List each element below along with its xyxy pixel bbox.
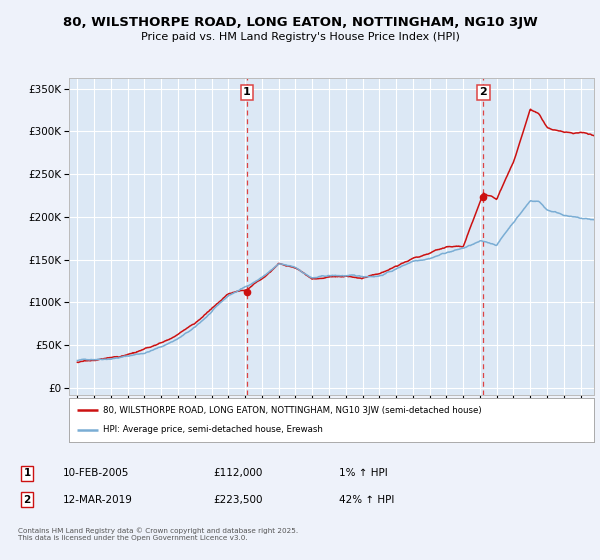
Text: 1: 1 [243,87,251,97]
Text: Price paid vs. HM Land Registry's House Price Index (HPI): Price paid vs. HM Land Registry's House … [140,32,460,43]
Text: 80, WILSTHORPE ROAD, LONG EATON, NOTTINGHAM, NG10 3JW: 80, WILSTHORPE ROAD, LONG EATON, NOTTING… [62,16,538,29]
Text: 2: 2 [479,87,487,97]
Text: 42% ↑ HPI: 42% ↑ HPI [339,494,394,505]
Text: 1: 1 [23,468,31,478]
Text: 1% ↑ HPI: 1% ↑ HPI [339,468,388,478]
Text: £112,000: £112,000 [213,468,262,478]
Text: 10-FEB-2005: 10-FEB-2005 [63,468,130,478]
Text: 80, WILSTHORPE ROAD, LONG EATON, NOTTINGHAM, NG10 3JW (semi-detached house): 80, WILSTHORPE ROAD, LONG EATON, NOTTING… [103,405,482,414]
Text: 2: 2 [23,494,31,505]
Text: £223,500: £223,500 [213,494,263,505]
Text: 12-MAR-2019: 12-MAR-2019 [63,494,133,505]
Text: Contains HM Land Registry data © Crown copyright and database right 2025.
This d: Contains HM Land Registry data © Crown c… [18,528,298,541]
Text: HPI: Average price, semi-detached house, Erewash: HPI: Average price, semi-detached house,… [103,426,323,435]
